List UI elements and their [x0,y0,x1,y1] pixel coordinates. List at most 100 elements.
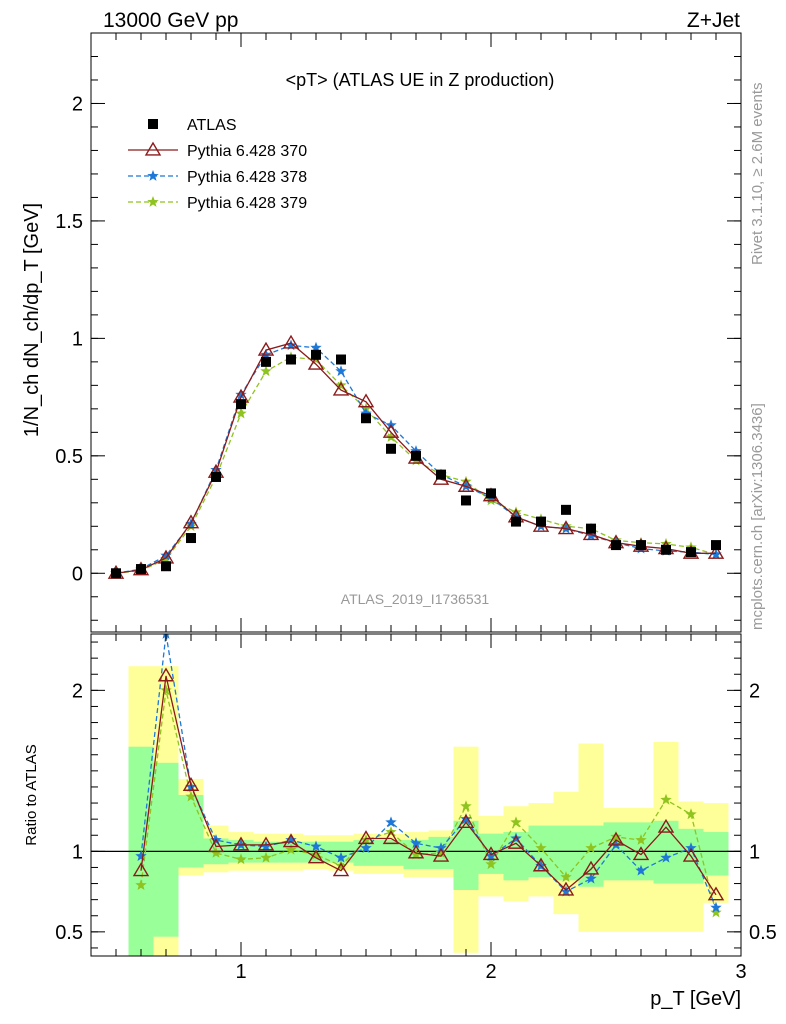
uncertainty-band-green [153,762,179,937]
main-series-2-point [235,388,247,400]
main-series-1-point [182,514,200,529]
ratio-series-0-point [482,846,500,861]
main-series-0-point [261,356,271,367]
ratio-y-tick-label-right: 0.5 [749,922,777,944]
main-series-3-line [115,356,717,574]
ratio-series-0-point [307,849,325,864]
ratio-series-2-point [135,879,147,890]
legend-label-1: Pythia 6.428 370 [187,143,307,160]
ratio-y-tick-label-right: 1 [749,841,760,863]
ratio-series-0-point [282,833,300,848]
main-series-0-point [636,540,646,551]
main-panel: 0 0.5 1 1.5 2 <pT> (ATLAS UE in Z production… [21,32,742,633]
ratio-series-1-point [585,872,597,884]
ratio-series-2-point [560,871,572,882]
ratio-series-1-point [410,837,422,849]
ratio-series-0-point [357,830,375,845]
process-label: Z+Jet [687,9,740,32]
main-series-0-point [211,471,221,482]
x-tick-label: 3 [735,961,746,983]
main-series-0-point [511,516,521,527]
collision-label: 13000 GeV pp [103,9,238,32]
ratio-series-2-point [235,853,247,865]
ratio-series-2-point [460,800,472,812]
ratio-series-2-point [260,851,272,863]
main-series-0-point [311,349,321,360]
main-series-0-point [711,540,721,551]
ratio-series-0-point [582,860,600,875]
ratio-series-1-point [510,832,522,844]
legend-marker-2 [147,170,159,181]
main-series-2-point [285,339,297,351]
legend-label-2: Pythia 6.428 378 [187,169,307,186]
main-series-2-point [260,348,272,360]
ratio-series-0-point [557,881,575,896]
ratio-series-0-point [257,836,275,851]
uncertainty-band-green [703,832,729,876]
ratio-series-1-point [635,864,647,876]
ratio-series-2-point [635,834,647,845]
ratio-series-1-point [660,851,672,863]
main-series-0-point [611,540,621,551]
ratio-series-1-point [460,813,472,824]
ratio-series-2-point [660,793,672,805]
main-series-3-point [660,537,672,549]
ratio-series-1-point [360,842,372,853]
ratio-series-0-point [332,862,350,877]
ratio-series-0-point [207,838,225,853]
main-series-1-point [307,355,325,370]
main-series-1-point [557,520,575,535]
ratio-series-2-point [185,790,197,802]
main-series-0-point [386,443,396,454]
ratio-series-0-point [707,886,725,901]
ratio-series-1-point [385,816,397,828]
ratio-series-2-point [710,906,722,918]
main-series-1-point [257,341,275,356]
ratio-series-0-point [382,830,400,845]
main-series-0-point [186,533,196,544]
y-tick-label: 1 [72,328,83,350]
main-series-0-point [486,488,496,499]
y-tick-label: 1.5 [55,211,83,233]
ratio-y-tick-label: 2 [72,680,83,702]
ratio-series-2-point [485,858,497,870]
x-tick-label: 2 [485,961,496,983]
ratio-series-0-point [407,844,425,859]
main-series-0-point [686,547,696,558]
chart-title: <pT> (ATLAS UE in Z production) [286,70,555,90]
main-series-2-point [360,407,372,419]
uncertainty-band-green [378,840,404,866]
legend-label-0: ATLAS [187,117,237,134]
ratio-series-2-point [285,843,297,855]
ratio-series-1-point [260,840,272,852]
ratio-y-tick-label: 1 [72,841,83,863]
legend-marker-3 [147,196,159,207]
x-axis-label: p_T [GeV] [650,988,741,1010]
ratio-series-1-point [485,850,497,861]
ratio-series-2-point [585,842,597,853]
ratio-series-0-point [507,834,525,849]
ratio-panel: 0.5 0.5 1 1 2 2 1 2 3 Ratio to ATLAS p_T [GeV] [23,633,777,1010]
ratio-y-tick-label-right: 2 [749,680,760,702]
ratio-series-1-point [435,842,447,853]
main-series-1-point [332,381,350,396]
main-series-1-point [382,423,400,438]
y-tick-label: 2 [72,93,83,115]
legend-marker-1 [144,141,162,156]
legend-label-3: Pythia 6.428 379 [187,195,307,212]
y-axis-label: 1/N_ch dN_ch/dp_T [GeV] [21,203,43,437]
main-series-0-point [661,544,671,555]
ratio-series-2-point [435,847,447,858]
ratio-series-2-point [610,830,622,842]
main-series-0-point [161,561,171,572]
main-series-0-point [411,450,421,461]
main-series-0-point [586,523,596,534]
main-series-1-point [707,544,725,559]
ratio-series-0-point [682,847,700,862]
ratio-series-1-point [685,842,697,853]
main-series-2-point [310,341,322,353]
rivet-label: Rivet 3.1.10, ≥ 2.6M events [749,83,766,266]
main-series-1-point [282,334,300,349]
legend-marker-0 [148,119,158,129]
